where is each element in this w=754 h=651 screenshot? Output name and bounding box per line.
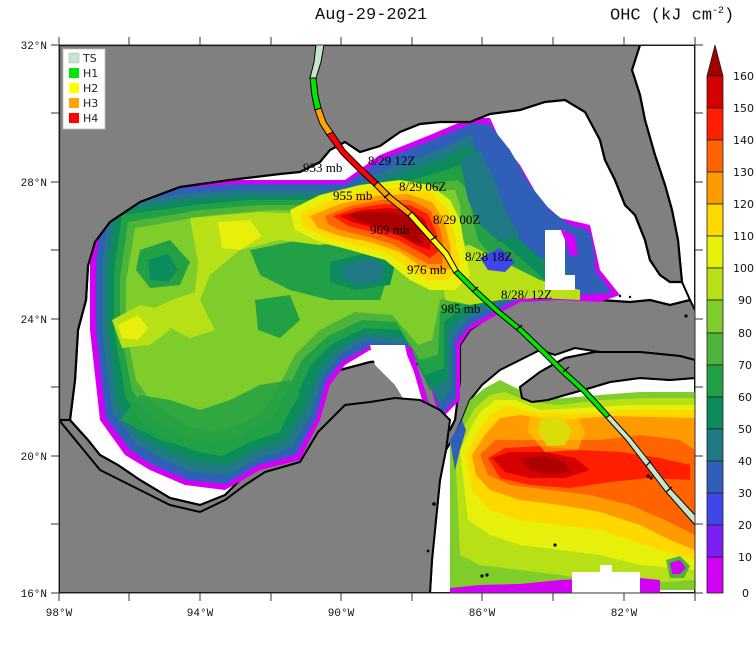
legend-swatch-h2 [69, 83, 79, 93]
variable-close: ) [724, 6, 735, 26]
x-tick-90w: 90°W [328, 608, 355, 620]
time-8-28-12z: 8/28/ 12Z [501, 287, 552, 302]
legend-swatch-h3 [69, 98, 79, 108]
pressure-969: 969 mb [370, 222, 409, 237]
map-field [59, 45, 695, 593]
colorbar-max-arrow [706, 44, 724, 77]
cb-label-80: 80 [738, 327, 752, 340]
loop-current-eddy [290, 180, 470, 290]
hurricane-track [309, 44, 696, 527]
legend-label-h2: H2 [83, 82, 98, 95]
x-tick-82w: 82°W [611, 608, 638, 620]
track-segment-dividers [383, 192, 673, 493]
cb-label-10: 10 [738, 551, 752, 564]
cb-label-0: 0 [742, 587, 749, 600]
cb-label-100: 100 [733, 262, 754, 275]
cb-label-60: 60 [738, 391, 752, 404]
cb-label-150: 150 [733, 102, 754, 115]
y-tick-16n: 16°N [21, 589, 47, 601]
cb-label-50: 50 [738, 423, 752, 436]
legend-swatch-h4 [69, 113, 79, 123]
x-tick-98w: 98°W [46, 608, 73, 620]
track-annotations: 933 mb 8/29 12Z 955 mb 8/29 06Z 969 mb 8… [303, 153, 552, 316]
cb-label-140: 140 [733, 134, 754, 147]
pressure-985: 985 mb [441, 301, 480, 316]
cb-label-70: 70 [738, 359, 752, 372]
cb-label-160: 160 [733, 70, 754, 83]
category-legend: TS H1 H2 H3 H4 [62, 48, 106, 130]
cb-label-110: 110 [733, 230, 754, 243]
time-8-29-00z: 8/29 00Z [433, 212, 480, 227]
legend-swatch-ts [68, 52, 80, 64]
cb-label-20: 20 [738, 519, 752, 532]
plot-frame: 32°N 28°N 24°N 20°N 16°N 98°W 94°W 90°W … [21, 37, 703, 620]
time-8-28-18z: 8/28 18Z [465, 249, 512, 264]
cb-label-30: 30 [738, 487, 752, 500]
ohc-contours-caribbean [450, 380, 695, 593]
y-tick-28n: 28°N [21, 178, 47, 190]
legend-swatch-h1 [69, 68, 79, 78]
island-dots [426, 294, 688, 578]
colorbar-labels: 160 150 140 130 120 110 100 90 80 70 60 … [733, 70, 754, 600]
pressure-976: 976 mb [407, 262, 446, 277]
cb-label-120: 120 [733, 198, 754, 211]
time-8-29-12z: 8/29 12Z [368, 153, 415, 168]
variable-title: OHC (kJ cm-2) [610, 6, 734, 26]
us-gulf-coast-land [59, 45, 684, 422]
cb-label-130: 130 [733, 166, 754, 179]
x-tick-86w: 86°W [469, 608, 496, 620]
cb-label-90: 90 [738, 294, 752, 307]
cb-label-40: 40 [738, 455, 752, 468]
legend-label-h4: H4 [83, 112, 98, 125]
legend-label-ts: TS [82, 52, 97, 65]
variable-label: OHC (kJ cm [610, 6, 713, 26]
colorbar [706, 44, 724, 594]
unit-exponent: -2 [712, 6, 725, 17]
y-tick-20n: 20°N [21, 452, 47, 464]
map-date-title: Aug-29-2021 [315, 6, 428, 25]
pressure-955: 955 mb [333, 188, 372, 203]
legend-label-h1: H1 [83, 67, 98, 80]
y-tick-24n: 24°N [21, 315, 47, 327]
legend-label-h3: H3 [83, 97, 98, 110]
ohc-contours-gulf [90, 118, 620, 490]
yucatan-land [59, 396, 452, 593]
y-tick-32n: 32°N [21, 41, 47, 53]
time-8-29-06z: 8/29 06Z [399, 179, 446, 194]
pressure-933: 933 mb [303, 160, 342, 175]
x-tick-94w: 94°W [187, 608, 214, 620]
cuba-land-top [518, 351, 695, 404]
